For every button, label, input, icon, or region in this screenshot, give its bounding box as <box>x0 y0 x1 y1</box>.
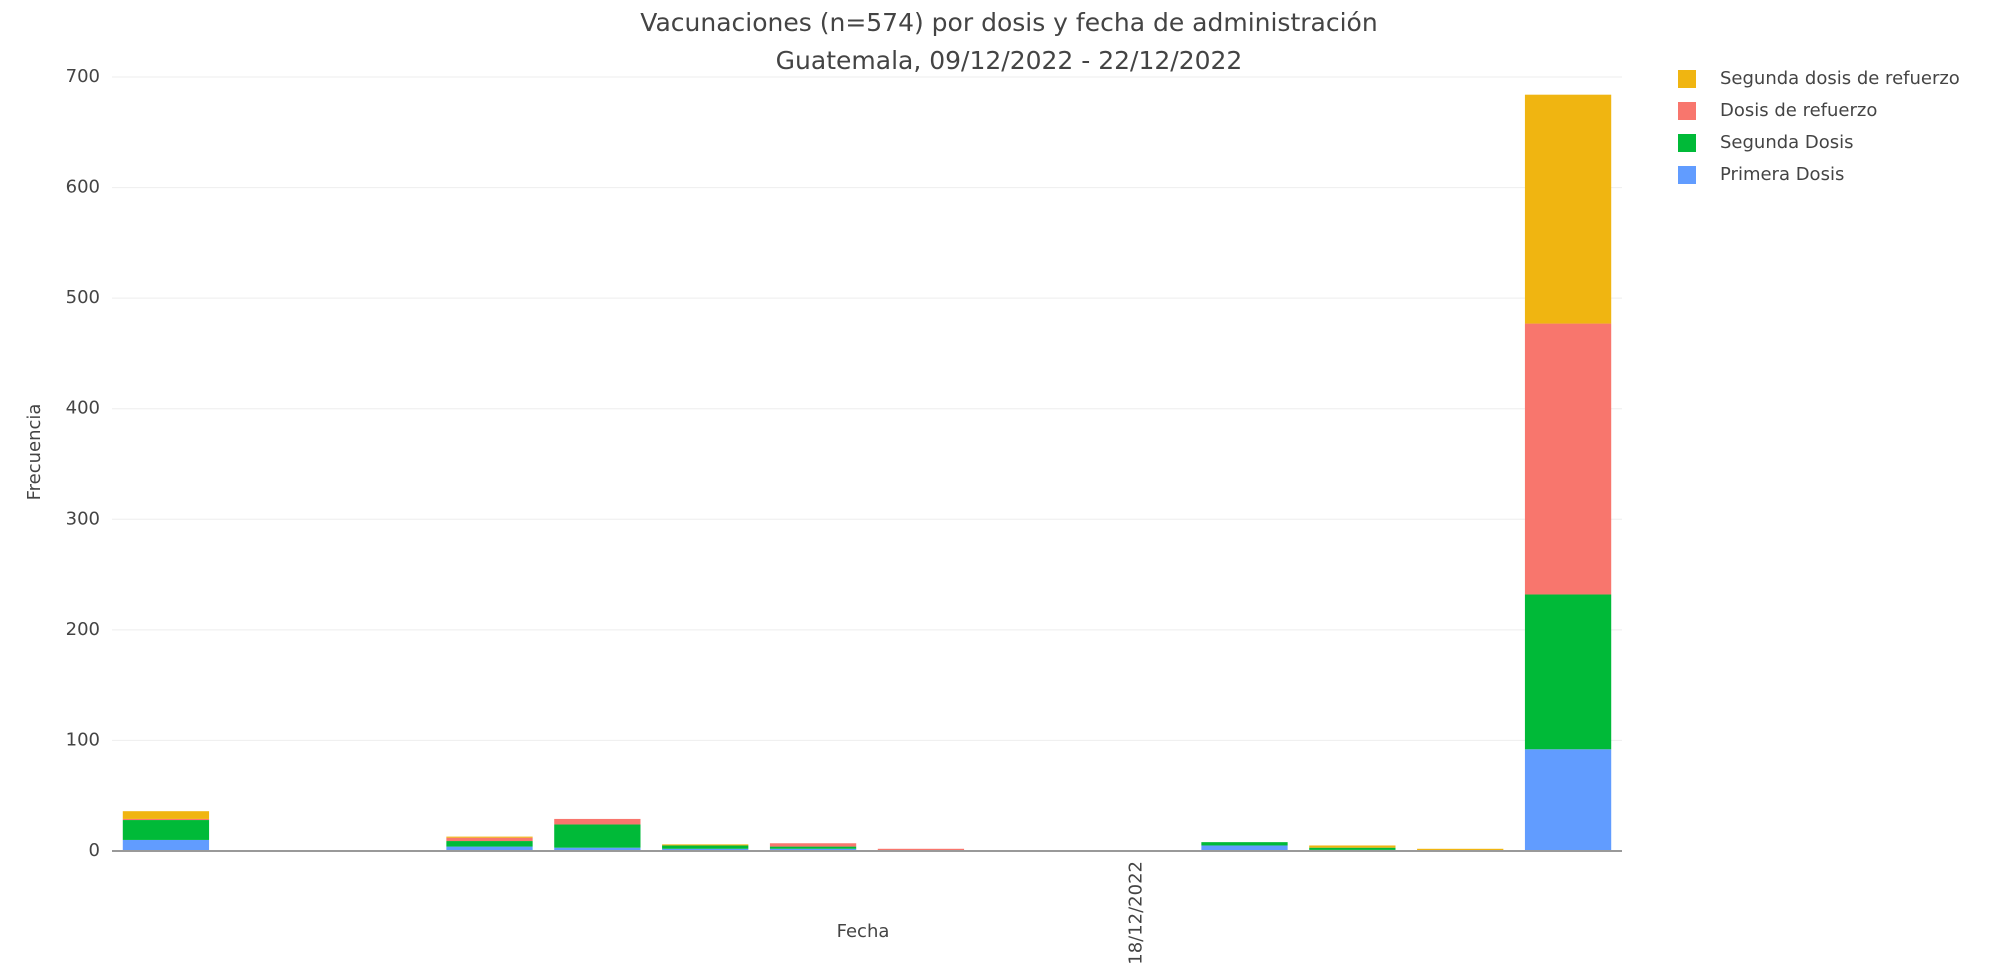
bar-segment <box>554 818 641 825</box>
bar-segment <box>662 845 749 849</box>
bar-segment <box>122 820 210 840</box>
bar-segment <box>446 841 533 847</box>
bar-segment <box>1417 848 1504 851</box>
bar-segment <box>769 848 857 851</box>
y-tick-label: 400 <box>66 398 100 419</box>
bar-segment <box>122 811 210 819</box>
bar-segment <box>554 847 641 851</box>
x-tick-label: 18/12/2022 <box>1126 861 1147 965</box>
legend-swatch <box>1678 102 1696 120</box>
bar-segment <box>122 818 210 821</box>
y-tick-label: 700 <box>66 66 100 87</box>
chart-title: Vacunaciones (n=574) por dosis y fecha d… <box>640 8 1377 37</box>
bar-segment <box>1524 594 1612 750</box>
legend-swatch <box>1678 70 1696 88</box>
bar-segment <box>446 836 533 838</box>
legend-swatch <box>1678 166 1696 184</box>
legend-label: Primera Dosis <box>1720 164 1844 185</box>
bar-segment <box>1309 845 1396 848</box>
bar-segment <box>662 848 749 851</box>
y-tick-label: 300 <box>66 508 100 529</box>
bar-segment <box>1309 847 1396 850</box>
bar-segment <box>1201 842 1288 846</box>
bar-segment <box>877 848 965 851</box>
legend-label: Segunda Dosis <box>1720 132 1854 153</box>
y-tick-label: 600 <box>66 177 100 198</box>
bar-segment <box>554 824 641 848</box>
bar-segment <box>1524 94 1612 324</box>
bar-segment <box>122 839 210 851</box>
bar-segment <box>446 837 533 842</box>
legend-swatch <box>1678 134 1696 152</box>
bar-segment <box>1524 323 1612 595</box>
y-axis-label: Frecuencia <box>24 404 45 501</box>
legend-label: Dosis de refuerzo <box>1720 100 1877 121</box>
x-axis-label: Fecha <box>837 921 890 942</box>
y-tick-label: 100 <box>66 729 100 750</box>
legend-label: Segunda dosis de refuerzo <box>1720 68 1960 89</box>
bar-segment <box>662 844 749 846</box>
bar-segment <box>769 843 857 847</box>
bar-segment <box>769 846 857 849</box>
bar-segment <box>1524 749 1612 851</box>
y-tick-label: 0 <box>89 840 100 861</box>
chart-subtitle: Guatemala, 09/12/2022 - 22/12/2022 <box>776 46 1243 75</box>
bar-segment <box>446 846 533 851</box>
y-tick-label: 500 <box>66 287 100 308</box>
bar-segment <box>1201 845 1288 851</box>
y-tick-label: 200 <box>66 619 100 640</box>
